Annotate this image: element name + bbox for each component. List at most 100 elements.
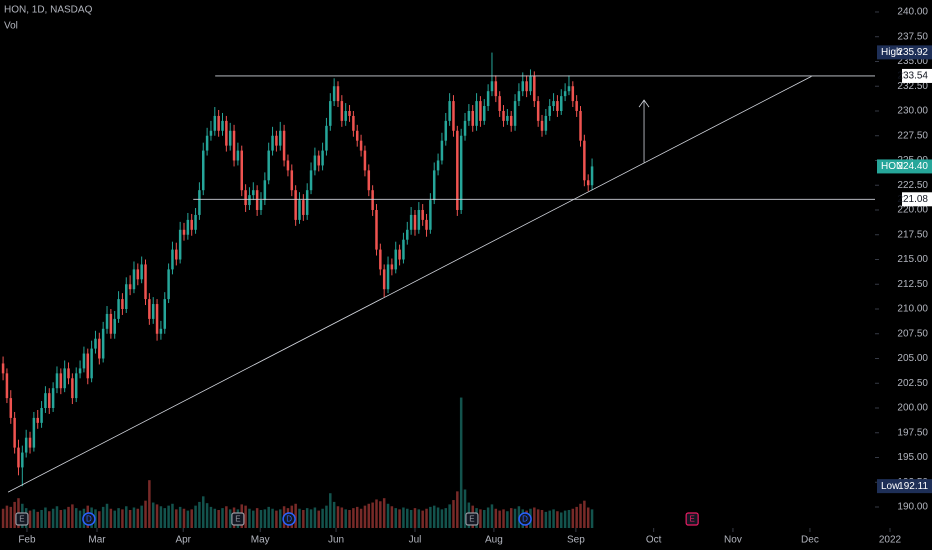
volume-bar bbox=[175, 509, 178, 528]
candle-body bbox=[533, 76, 536, 102]
volume-bar bbox=[44, 507, 47, 528]
volume-bar bbox=[483, 509, 486, 528]
candle-body bbox=[590, 166, 594, 186]
candle-body bbox=[13, 417, 16, 448]
candle-body bbox=[498, 96, 501, 111]
low-value: 192.11 bbox=[898, 481, 928, 492]
candle-body bbox=[225, 120, 228, 146]
candle-body bbox=[5, 373, 9, 399]
candle-body bbox=[105, 313, 109, 329]
candle-body bbox=[128, 284, 132, 290]
low-name: Low bbox=[881, 481, 900, 492]
candle-body bbox=[486, 91, 490, 107]
x-tick-label: Dec bbox=[801, 535, 819, 546]
candle-body bbox=[336, 86, 340, 102]
volume-bar bbox=[48, 511, 51, 528]
volume-bar bbox=[309, 509, 313, 528]
candle-body bbox=[78, 368, 82, 374]
candle-body bbox=[71, 378, 74, 399]
volume-bar bbox=[51, 508, 55, 528]
candle-body bbox=[463, 120, 467, 136]
volume-bar bbox=[263, 509, 267, 528]
candle-body bbox=[413, 214, 417, 230]
candle-body bbox=[290, 170, 294, 191]
volume-bar bbox=[225, 506, 228, 528]
volume-bar bbox=[513, 508, 517, 528]
volume-bar bbox=[548, 510, 551, 528]
candle-body bbox=[17, 447, 20, 468]
candle-body bbox=[421, 209, 424, 220]
volume-bar bbox=[113, 510, 116, 528]
candle-body bbox=[94, 338, 97, 349]
level-box bbox=[902, 192, 932, 207]
volume-bar bbox=[506, 511, 509, 528]
candle-body bbox=[517, 91, 521, 102]
candle-body bbox=[452, 101, 455, 131]
candle-body bbox=[148, 299, 151, 319]
y-tick-label: 217.50 bbox=[897, 229, 928, 240]
volume-bar bbox=[509, 508, 513, 528]
candle-body bbox=[198, 190, 201, 215]
candle-body bbox=[232, 130, 236, 161]
volume-bar bbox=[136, 508, 140, 528]
volume-bar bbox=[98, 511, 101, 528]
volume-bar bbox=[409, 509, 413, 528]
candle-body bbox=[86, 353, 90, 379]
candle-body bbox=[109, 313, 113, 334]
volume-bar bbox=[444, 508, 448, 528]
volume-bar bbox=[121, 509, 124, 528]
candle-body bbox=[82, 353, 86, 369]
candle-body bbox=[560, 96, 563, 111]
candle-body bbox=[390, 264, 394, 270]
candle-body bbox=[398, 249, 401, 260]
candle-body bbox=[379, 249, 382, 270]
y-tick-label: 190.00 bbox=[897, 502, 928, 513]
y-tick-label: 230.00 bbox=[897, 106, 928, 117]
candle-body bbox=[479, 101, 482, 121]
candle-body bbox=[298, 200, 301, 220]
volume-bar bbox=[255, 508, 259, 528]
candle-body bbox=[325, 125, 328, 151]
candle-body bbox=[44, 393, 47, 409]
candle-body bbox=[1, 363, 5, 374]
candle-body bbox=[467, 110, 471, 121]
event-badge bbox=[465, 512, 479, 526]
level-box bbox=[902, 68, 932, 83]
y-tick-label: 195.00 bbox=[897, 452, 928, 463]
volume-bar bbox=[213, 508, 217, 528]
candle-body bbox=[583, 140, 586, 181]
candle-body bbox=[332, 86, 336, 102]
volume-bar bbox=[336, 506, 340, 528]
volume-bar bbox=[144, 500, 147, 528]
candle-body bbox=[121, 299, 124, 309]
volume-bar bbox=[332, 501, 336, 528]
candle-body bbox=[125, 284, 128, 309]
y-tick-label: 210.00 bbox=[897, 304, 928, 315]
volume-bar bbox=[109, 508, 113, 528]
x-tick-label: Apr bbox=[175, 535, 191, 546]
volume-bar bbox=[198, 501, 201, 528]
candle-body bbox=[571, 86, 575, 102]
volume-bar bbox=[252, 510, 255, 528]
volume-bar bbox=[321, 508, 324, 528]
event-label: D bbox=[86, 515, 92, 524]
candle-body bbox=[221, 120, 224, 131]
candle-body bbox=[352, 115, 355, 131]
volume-bar bbox=[502, 509, 505, 528]
level-label: 221.08 bbox=[897, 194, 928, 205]
volume-bar bbox=[163, 508, 167, 528]
volume-bar bbox=[394, 508, 397, 528]
volume-bar bbox=[248, 508, 251, 528]
candle-body bbox=[309, 170, 313, 191]
volume-bar bbox=[178, 506, 182, 528]
candle-body bbox=[178, 229, 182, 260]
volume-bar bbox=[421, 510, 424, 528]
volume-bar bbox=[228, 509, 232, 528]
y-tick-label: 232.50 bbox=[897, 81, 928, 92]
volume-bar bbox=[571, 508, 575, 528]
volume-bar bbox=[9, 506, 13, 528]
candle-body bbox=[67, 368, 70, 379]
candle-body bbox=[28, 437, 32, 448]
volume-bar bbox=[552, 509, 555, 528]
